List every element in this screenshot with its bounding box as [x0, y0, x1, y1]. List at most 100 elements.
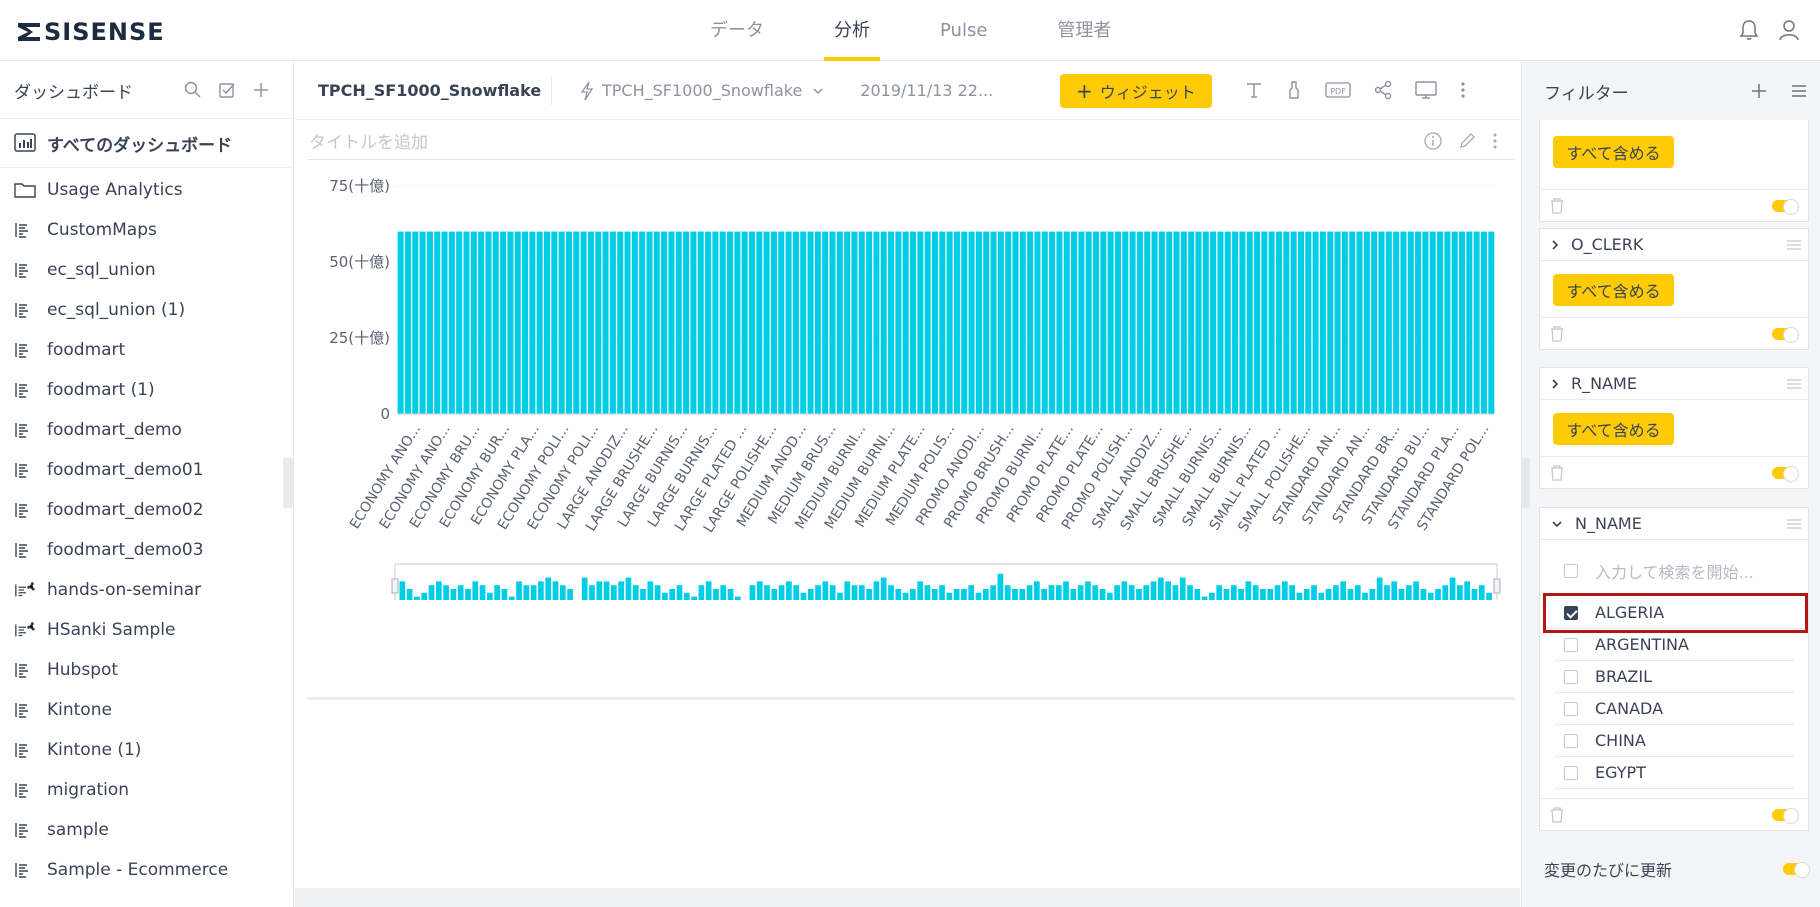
nav-analytics[interactable]: 分析 — [824, 0, 880, 61]
add-filter-icon[interactable] — [1750, 82, 1768, 100]
filter-option[interactable]: BRAZIL — [1554, 661, 1794, 693]
text-widget-icon[interactable] — [1245, 80, 1263, 100]
bar — [705, 231, 712, 414]
sidebar-item[interactable]: Kintone — [0, 690, 293, 730]
navigator-bar — [479, 585, 486, 600]
datasource-selector[interactable]: TPCH_SF1000_Snowflake — [580, 81, 826, 101]
filter-search[interactable]: 入力して検索を開始... — [1554, 554, 1800, 588]
widget-title-input[interactable]: タイトルを追加 — [309, 133, 428, 153]
filter-menu-icon[interactable] — [1790, 82, 1808, 100]
bell-icon[interactable] — [1738, 18, 1760, 42]
include-all-button[interactable]: すべて含める — [1553, 274, 1674, 306]
horizontal-scrollbar[interactable] — [295, 888, 1520, 907]
filter-option[interactable]: ALGERIA — [1543, 593, 1808, 633]
sidebar-item[interactable]: sample — [0, 810, 293, 850]
option-checkbox[interactable] — [1564, 637, 1578, 652]
sidebar-item[interactable]: foodmart — [0, 330, 293, 370]
navigator-bar — [654, 585, 661, 600]
trash-icon[interactable] — [1549, 197, 1565, 215]
sidebar-item[interactable]: foodmart_demo — [0, 410, 293, 450]
bar — [507, 231, 514, 414]
all-dashboards-item[interactable]: すべてのダッシュボード — [0, 118, 293, 168]
include-all-button[interactable]: すべて含める — [1553, 413, 1674, 445]
user-icon[interactable] — [1778, 18, 1800, 42]
navigator-bar — [494, 585, 501, 600]
sidebar-item[interactable]: HSanki Sample — [0, 610, 293, 650]
filter-option[interactable]: CHINA — [1554, 725, 1794, 757]
drag-handle-icon[interactable] — [1786, 239, 1802, 251]
filter-search-input[interactable]: 入力して検索を開始... — [1595, 563, 1754, 582]
trash-icon[interactable] — [1549, 464, 1565, 482]
more-vertical-icon[interactable] — [1459, 80, 1467, 100]
monitor-icon[interactable] — [1415, 80, 1437, 100]
sisense-logo[interactable]: SISENSE — [16, 18, 165, 46]
sidebar-item[interactable]: foodmart_demo03 — [0, 530, 293, 570]
trash-icon[interactable] — [1549, 325, 1565, 343]
drag-handle-icon[interactable] — [1786, 518, 1802, 530]
navigator-bar — [968, 585, 975, 600]
sidebar-item[interactable]: foodmart_demo01 — [0, 450, 293, 490]
nav-admin[interactable]: 管理者 — [1057, 20, 1112, 41]
navigator-bar — [1384, 585, 1390, 600]
filter-toggle[interactable] — [1772, 326, 1799, 343]
option-checkbox[interactable] — [1564, 765, 1578, 780]
filter-option[interactable]: EGYPT — [1554, 757, 1794, 789]
filter-card-header[interactable]: N_NAME — [1540, 508, 1808, 540]
navigator-bar — [910, 589, 916, 600]
search-icon[interactable] — [183, 80, 203, 100]
sidebar-item[interactable]: Kintone (1) — [0, 730, 293, 770]
filter-option[interactable]: CANADA — [1554, 693, 1794, 725]
sidebar-item[interactable]: ec_sql_union — [0, 250, 293, 290]
navigator-bar — [888, 585, 894, 600]
drag-handle-icon[interactable] — [1786, 378, 1802, 390]
option-checkbox[interactable] — [1564, 669, 1578, 684]
add-widget-button[interactable]: + ウィジェット — [1060, 74, 1212, 108]
sidebar-item[interactable]: Usage Analytics — [0, 170, 293, 210]
filter-toggle[interactable] — [1772, 198, 1799, 215]
navigator-bar — [545, 577, 552, 600]
widget-menu-icon[interactable] — [1491, 131, 1499, 151]
filter-panel-collapse-handle[interactable] — [1522, 458, 1530, 508]
option-checkbox[interactable] — [1564, 605, 1578, 620]
share-icon[interactable] — [1373, 80, 1393, 100]
bar — [1107, 231, 1114, 414]
sidebar-item[interactable]: Sample - Ecommerce — [0, 850, 293, 890]
filter-brush-icon[interactable] — [1285, 80, 1303, 100]
sidebar-item[interactable]: CustomMaps — [0, 210, 293, 250]
sidebar-collapse-handle[interactable] — [283, 458, 293, 508]
filter-option[interactable]: ARGENTINA — [1554, 629, 1794, 661]
sidebar-header: ダッシュボード — [0, 62, 293, 118]
filter-card-r-name: R_NAME すべて含める — [1539, 367, 1809, 489]
filter-card-header[interactable]: R_NAME — [1540, 368, 1808, 400]
select-all-checkbox[interactable] — [1564, 564, 1578, 578]
sidebar-item[interactable]: foodmart_demo02 — [0, 490, 293, 530]
filter-toggle[interactable] — [1772, 807, 1799, 824]
nav-pulse[interactable]: Pulse — [940, 20, 988, 41]
bar — [1085, 231, 1092, 414]
include-all-button[interactable]: すべて含める — [1553, 136, 1674, 168]
sidebar-item[interactable]: hands-on-seminar — [0, 570, 293, 610]
bar — [646, 231, 653, 414]
select-icon[interactable] — [217, 80, 237, 100]
option-checkbox[interactable] — [1564, 701, 1578, 716]
trash-icon[interactable] — [1549, 806, 1565, 824]
edit-pencil-icon[interactable] — [1457, 131, 1477, 151]
filter-toggle[interactable] — [1772, 465, 1799, 482]
auto-update-toggle[interactable] — [1783, 862, 1810, 878]
add-icon[interactable] — [251, 80, 271, 100]
filter-card-header[interactable]: O_CLERK — [1540, 229, 1808, 261]
bar — [558, 231, 565, 414]
sidebar-item[interactable]: foodmart (1) — [0, 370, 293, 410]
option-checkbox[interactable] — [1564, 733, 1578, 748]
sidebar-item[interactable]: Hubspot — [0, 650, 293, 690]
nav-data[interactable]: データ — [710, 20, 764, 41]
pdf-icon[interactable]: PDF — [1325, 80, 1351, 100]
bar — [587, 231, 594, 414]
info-icon[interactable] — [1423, 131, 1443, 151]
bar — [902, 231, 909, 414]
navigator-bar — [1303, 589, 1310, 600]
bar — [1422, 231, 1429, 414]
sidebar-item[interactable]: migration — [0, 770, 293, 810]
navigator-bar — [1150, 581, 1157, 600]
sidebar-item[interactable]: ec_sql_union (1) — [0, 290, 293, 330]
